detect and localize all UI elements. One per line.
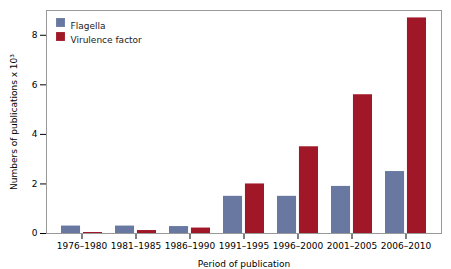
svg-text:0: 0: [32, 228, 38, 238]
svg-text:Flagella: Flagella: [71, 21, 106, 31]
svg-text:2: 2: [32, 179, 38, 189]
svg-text:6: 6: [32, 80, 38, 90]
svg-text:1991–1995: 1991–1995: [219, 241, 269, 251]
svg-text:4: 4: [32, 129, 38, 139]
svg-text:1981–1985: 1981–1985: [111, 241, 161, 251]
svg-text:1986–1990: 1986–1990: [165, 241, 216, 251]
svg-text:1976–1980: 1976–1980: [57, 241, 108, 251]
svg-text:8: 8: [32, 30, 38, 40]
svg-text:Virulence factor: Virulence factor: [71, 35, 143, 45]
svg-text:Period of publication: Period of publication: [198, 259, 290, 269]
svg-text:2001–2005: 2001–2005: [327, 241, 377, 251]
svg-text:1996–2000: 1996–2000: [273, 241, 324, 251]
svg-text:Numbers of publications x 10³: Numbers of publications x 10³: [9, 54, 19, 190]
svg-text:2006–2010: 2006–2010: [381, 241, 432, 251]
